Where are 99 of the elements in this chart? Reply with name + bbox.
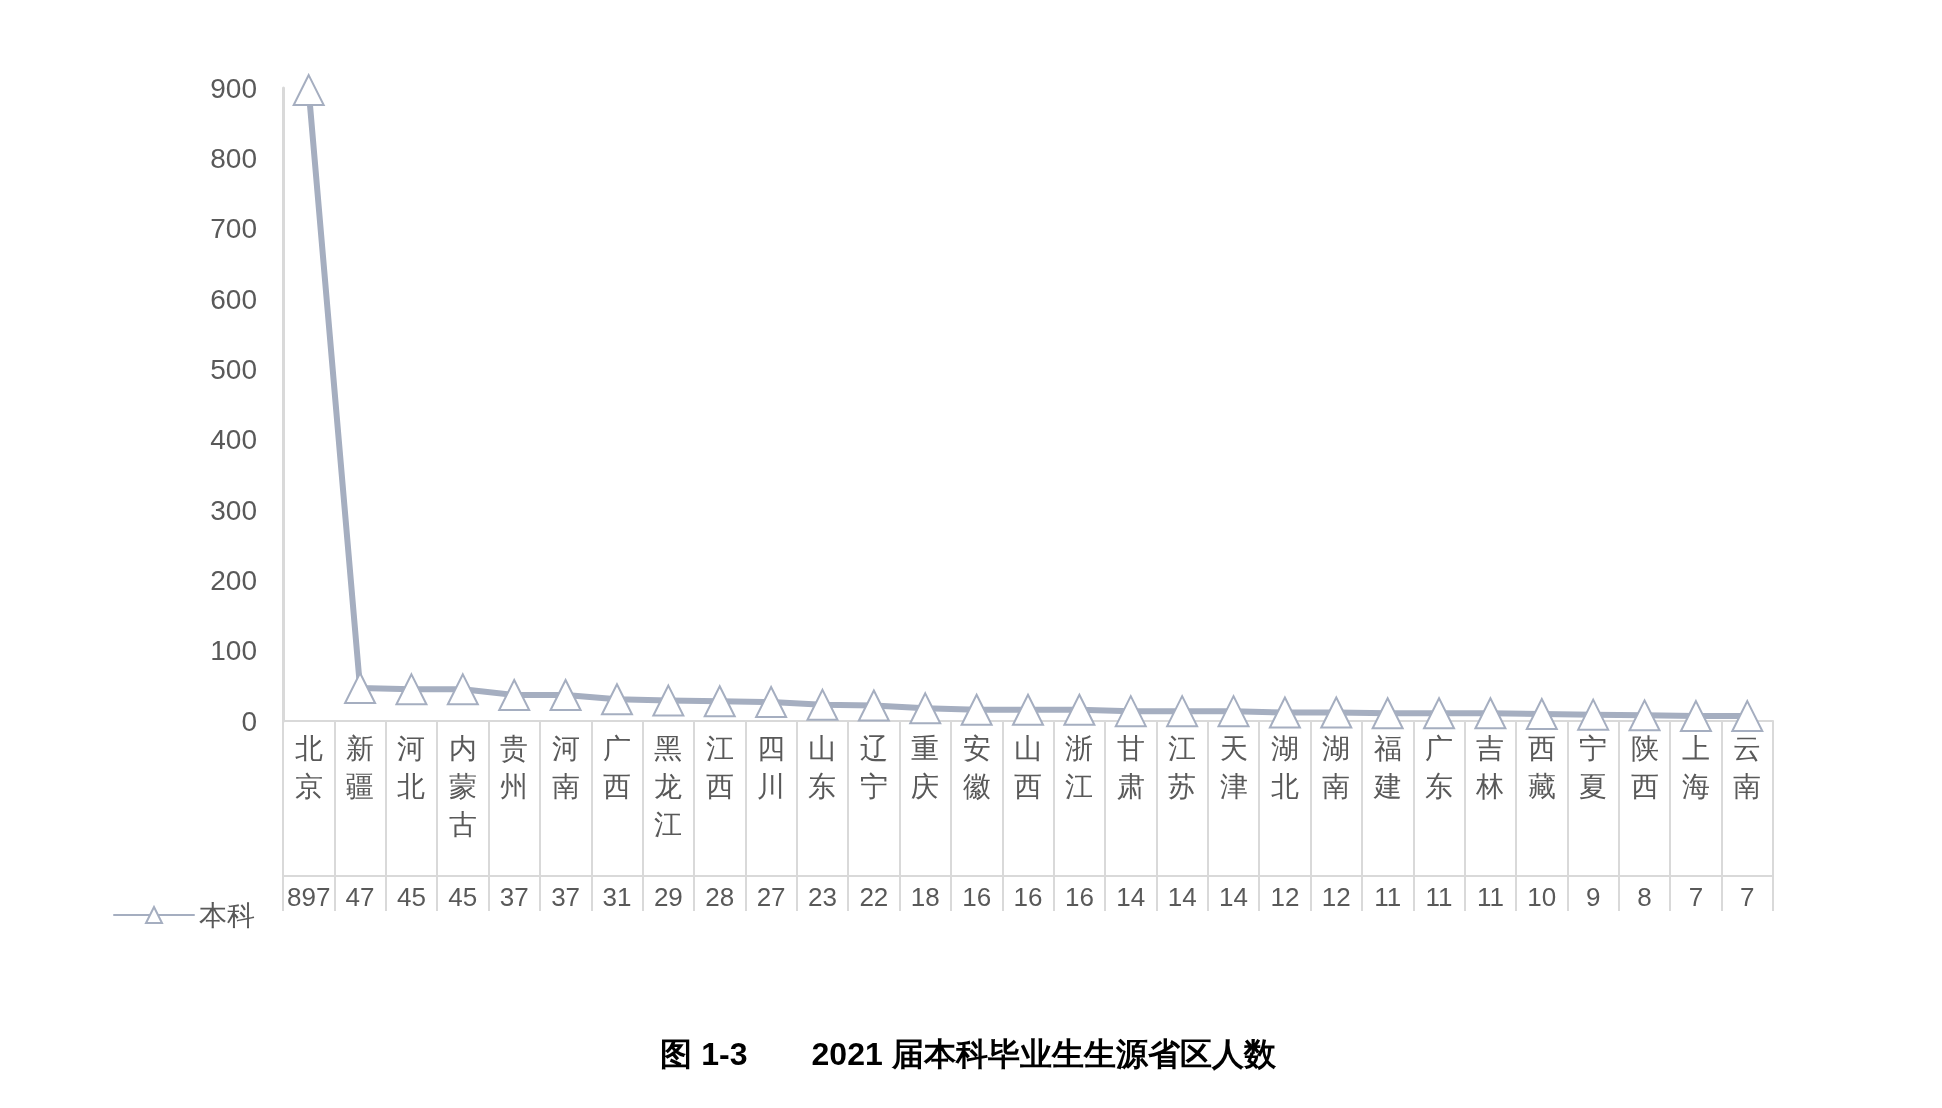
data-label: 12 [1270, 882, 1300, 912]
point [1371, 697, 1404, 730]
data-label: 47 [345, 882, 375, 912]
data-label: 14 [1116, 882, 1146, 912]
point [1577, 698, 1610, 731]
point [1114, 695, 1147, 728]
x-tick-label: 辽宁 [859, 732, 888, 802]
x-tick-label: 安徽 [962, 732, 991, 802]
data-label: 10 [1527, 882, 1557, 912]
point [755, 686, 788, 719]
point [1628, 699, 1661, 732]
point [1320, 696, 1353, 729]
data-label: 37 [551, 882, 581, 912]
x-tick-label: 河南 [551, 732, 580, 802]
data-label: 14 [1167, 882, 1197, 912]
point [652, 684, 685, 717]
point [1525, 697, 1558, 730]
data-label: 14 [1219, 882, 1248, 912]
point [857, 689, 890, 722]
point [1679, 700, 1712, 733]
x-tick-label: 西藏 [1527, 732, 1556, 802]
point [1063, 693, 1096, 726]
point [1731, 700, 1764, 733]
y-tick-label: 600 [210, 283, 257, 315]
point [1423, 697, 1456, 730]
x-tick-label: 重庆 [911, 732, 940, 802]
data-label: 31 [602, 882, 632, 912]
y-tick-label: 100 [210, 635, 257, 667]
y-tick-label: 300 [210, 494, 257, 526]
x-tick-label: 河北 [397, 732, 426, 802]
y-tick-label: 0 [241, 705, 257, 737]
legend-label: 本科 [199, 899, 255, 931]
data-label: 8 [1637, 882, 1652, 912]
data-label: 37 [499, 882, 529, 912]
data-label: 45 [396, 882, 426, 912]
x-tick-label: 山东 [808, 732, 837, 802]
x-tick-label: 江苏 [1168, 732, 1197, 802]
point [1217, 695, 1250, 728]
y-tick-label: 400 [210, 424, 257, 456]
x-tick-label: 贵州 [500, 732, 529, 802]
point [806, 688, 839, 721]
point [1268, 696, 1301, 729]
text: 图 1-3 2021 届本科毕业生生源省区人数 [660, 1036, 1277, 1072]
data-label: 29 [653, 882, 683, 912]
x-tick-label: 吉林 [1475, 732, 1505, 802]
data-label: 18 [910, 882, 940, 912]
data-label: 22 [859, 882, 889, 912]
y-tick-label: 800 [210, 142, 257, 174]
x-tick-label: 北京 [294, 732, 323, 802]
y-tick-label: 200 [210, 564, 257, 596]
data-label: 16 [1064, 882, 1094, 912]
data-label: 11 [1425, 882, 1453, 912]
x-tick-label: 天津 [1219, 732, 1248, 802]
y-tick-label: 700 [210, 213, 257, 245]
point [395, 673, 428, 706]
point [909, 692, 942, 725]
data-label: 11 [1374, 882, 1402, 912]
data-label: 27 [756, 882, 786, 912]
point [1166, 695, 1199, 728]
point [1012, 693, 1044, 726]
data-label: 28 [705, 882, 735, 912]
x-tick-label: 四川 [757, 732, 786, 802]
point [549, 678, 582, 711]
x-tick-label: 湖南 [1322, 732, 1351, 802]
x-tick-label: 陕西 [1630, 732, 1659, 802]
data-label: 16 [1013, 882, 1043, 912]
data-label: 23 [808, 882, 837, 912]
x-tick-label: 内蒙古 [448, 732, 477, 840]
data-label: 7 [1688, 882, 1704, 912]
x-tick-label: 广西 [602, 732, 631, 802]
point [498, 678, 531, 711]
x-tick-label: 新疆 [346, 732, 375, 802]
x-tick-label: 广东 [1425, 732, 1454, 802]
point [960, 693, 993, 726]
point [1474, 697, 1507, 730]
x-tick-label: 浙江 [1065, 732, 1094, 802]
data-label: 16 [962, 882, 992, 912]
x-tick-label: 湖北 [1270, 732, 1299, 802]
y-tick-label: 900 [210, 72, 257, 104]
y-tick-label: 500 [210, 353, 257, 385]
x-tick-label: 山西 [1014, 732, 1042, 802]
x-tick-label: 江西 [705, 732, 734, 802]
point [292, 74, 325, 107]
data-label: 45 [448, 882, 478, 912]
x-tick-label: 云南 [1733, 732, 1762, 802]
x-tick-label: 福建 [1372, 732, 1402, 802]
point [600, 683, 633, 716]
data-label: 9 [1585, 882, 1601, 912]
x-tick-label: 上海 [1681, 732, 1710, 802]
data-label: 11 [1476, 882, 1504, 912]
point [703, 685, 736, 718]
data-label: 12 [1321, 882, 1351, 912]
x-tick-label: 宁夏 [1579, 732, 1608, 802]
data-label: 897 [286, 882, 331, 912]
point [344, 671, 377, 704]
x-tick-label: 黑龙江 [654, 732, 683, 840]
data-label: 7 [1740, 882, 1755, 912]
x-tick-label: 甘肃 [1116, 732, 1145, 802]
point [446, 673, 479, 706]
